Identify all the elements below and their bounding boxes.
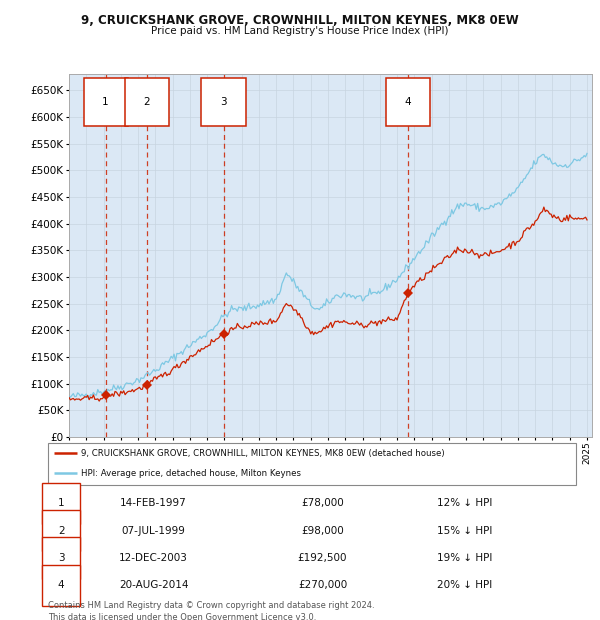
Text: Price paid vs. HM Land Registry's House Price Index (HPI): Price paid vs. HM Land Registry's House … <box>151 26 449 36</box>
Text: 19% ↓ HPI: 19% ↓ HPI <box>437 553 493 563</box>
Text: 3: 3 <box>58 553 65 563</box>
Text: 12% ↓ HPI: 12% ↓ HPI <box>437 498 493 508</box>
Text: 2: 2 <box>58 526 65 536</box>
Text: £98,000: £98,000 <box>301 526 344 536</box>
Text: 15% ↓ HPI: 15% ↓ HPI <box>437 526 493 536</box>
Text: Contains HM Land Registry data © Crown copyright and database right 2024.
This d: Contains HM Land Registry data © Crown c… <box>48 601 374 620</box>
Text: £270,000: £270,000 <box>298 580 347 590</box>
Text: 4: 4 <box>58 580 65 590</box>
Text: 20% ↓ HPI: 20% ↓ HPI <box>437 580 493 590</box>
Text: 20-AUG-2014: 20-AUG-2014 <box>119 580 188 590</box>
Text: 2: 2 <box>143 97 150 107</box>
Text: HPI: Average price, detached house, Milton Keynes: HPI: Average price, detached house, Milt… <box>81 469 301 477</box>
Text: 1: 1 <box>58 498 65 508</box>
Text: £78,000: £78,000 <box>301 498 344 508</box>
Text: 4: 4 <box>405 97 412 107</box>
Text: £192,500: £192,500 <box>298 553 347 563</box>
Text: 14-FEB-1997: 14-FEB-1997 <box>120 498 187 508</box>
Text: 3: 3 <box>220 97 227 107</box>
Text: 9, CRUICKSHANK GROVE, CROWNHILL, MILTON KEYNES, MK8 0EW: 9, CRUICKSHANK GROVE, CROWNHILL, MILTON … <box>81 14 519 27</box>
Text: 9, CRUICKSHANK GROVE, CROWNHILL, MILTON KEYNES, MK8 0EW (detached house): 9, CRUICKSHANK GROVE, CROWNHILL, MILTON … <box>81 449 445 458</box>
Text: 12-DEC-2003: 12-DEC-2003 <box>119 553 188 563</box>
Text: 07-JUL-1999: 07-JUL-1999 <box>122 526 185 536</box>
Text: 1: 1 <box>102 97 109 107</box>
